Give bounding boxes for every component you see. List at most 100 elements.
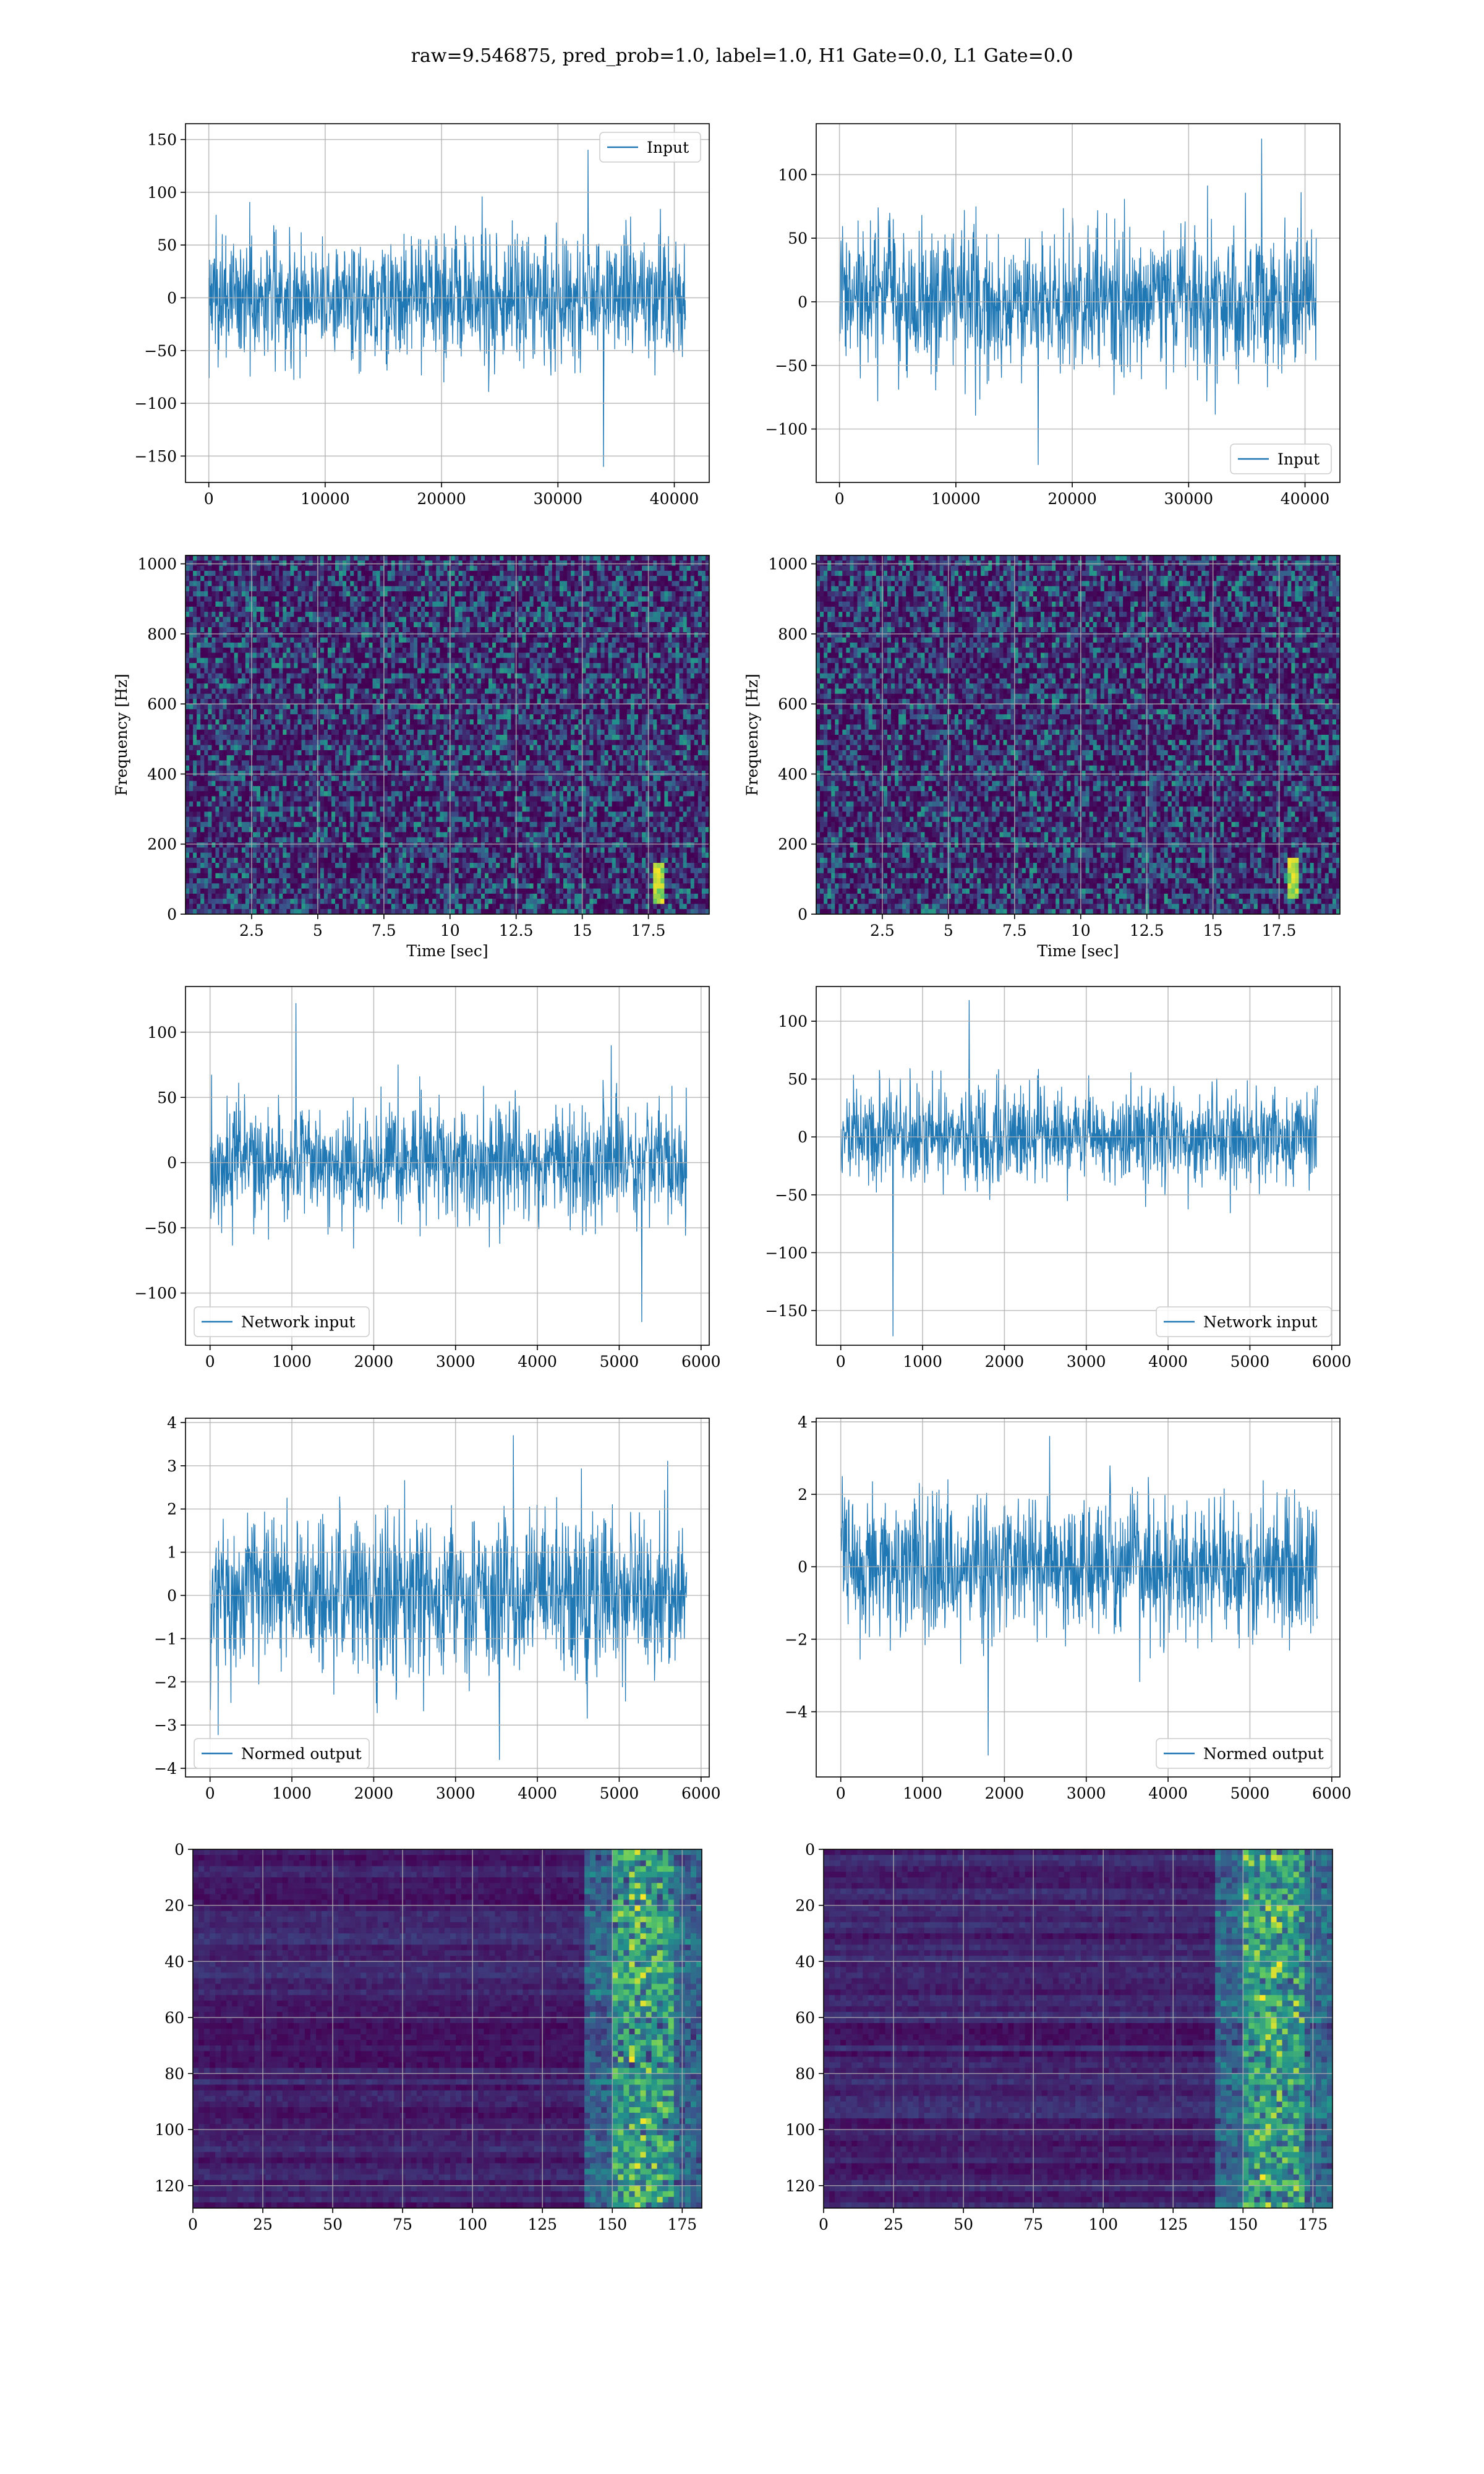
spectrogram-cell [226, 565, 231, 571]
spectrogram-cell [219, 740, 223, 746]
spectrogram-cell [193, 576, 197, 581]
spectrogram-cell [429, 904, 433, 910]
spectrogram-cell [290, 709, 294, 715]
spectrogram-cell [294, 785, 298, 792]
spectrogram-cell [398, 565, 403, 571]
spectrogram-cell [237, 796, 242, 802]
spectrogram-cell [197, 565, 201, 571]
spectrogram-cell [305, 657, 310, 664]
spectrogram-cell [376, 821, 381, 828]
spectrogram-cell [237, 637, 242, 643]
x-tick-label: 20000 [417, 490, 466, 508]
spectrogram-cell [327, 816, 332, 823]
spectrogram-cell [200, 693, 205, 700]
spectrogram-cell [204, 719, 208, 725]
spectrogram-cell [376, 668, 381, 674]
spectrogram-cell [260, 555, 265, 561]
spectrogram-cell [260, 765, 265, 771]
spectrogram-cell [391, 776, 396, 782]
spectrogram-cell [383, 781, 388, 787]
spectrogram-cell [425, 760, 429, 766]
spectrogram-cell [391, 663, 396, 669]
spectrogram-cell [226, 576, 231, 581]
spectrogram-cell [339, 852, 343, 858]
spectrogram-cell [383, 745, 388, 751]
spectrogram-cell [402, 729, 407, 735]
spectrogram-cell [279, 570, 283, 576]
spectrogram-cell [443, 596, 448, 602]
spectrogram-cell [440, 785, 444, 792]
spectrogram-cell [260, 601, 265, 607]
spectrogram-cell [357, 909, 362, 914]
spectrogram-cell [387, 648, 392, 653]
spectrogram-cell [365, 807, 369, 812]
spectrogram-cell [286, 735, 291, 740]
spectrogram-cell [398, 740, 403, 746]
spectrogram-cell [234, 740, 239, 746]
spectrogram-cell [226, 760, 231, 766]
spectrogram-cell [402, 832, 407, 838]
spectrogram-cell [346, 663, 351, 669]
spectrogram-cell [369, 596, 373, 602]
spectrogram-cell [275, 627, 279, 633]
spectrogram-cell [365, 663, 369, 669]
spectrogram-cell [290, 586, 294, 592]
spectrogram-cell [394, 904, 399, 910]
spectrogram-cell [193, 852, 197, 858]
spectrogram-cell [260, 863, 265, 868]
spectrogram-cell [271, 570, 276, 576]
spectrogram-cell [425, 704, 429, 710]
spectrogram-cell [316, 893, 321, 899]
spectrogram-cell [443, 791, 448, 797]
spectrogram-cell [365, 857, 369, 863]
spectrogram-cell [372, 632, 377, 638]
spectrogram-cell [357, 627, 362, 633]
spectrogram-cell [264, 612, 268, 617]
spectrogram-cell [226, 591, 231, 597]
spectrogram-cell [290, 663, 294, 669]
spectrogram-cell [372, 555, 377, 561]
spectrogram-cell [372, 560, 377, 567]
spectrogram-cell [268, 653, 272, 659]
spectrogram-cell [264, 627, 268, 633]
spectrogram-cell [230, 632, 235, 638]
spectrogram-cell [354, 868, 358, 874]
spectrogram-cell [410, 821, 414, 828]
spectrogram-cell [234, 668, 239, 674]
spectrogram-cell [193, 617, 197, 623]
spectrogram-cell [197, 693, 201, 700]
spectrogram-cell [268, 668, 272, 674]
spectrogram-cell [343, 847, 347, 854]
spectrogram-cell [245, 745, 250, 751]
spectrogram-cell [331, 857, 336, 863]
spectrogram-cell [339, 735, 343, 740]
spectrogram-cell [432, 893, 437, 899]
spectrogram-cell [301, 765, 306, 771]
spectrogram-cell [365, 832, 369, 838]
spectrogram-cell [369, 581, 373, 587]
spectrogram-cell [320, 893, 325, 899]
spectrogram-cell [316, 683, 321, 689]
spectrogram-cell [443, 653, 448, 659]
spectrogram-cell [230, 555, 235, 561]
spectrogram-cell [309, 796, 313, 802]
spectrogram-cell [350, 878, 354, 884]
spectrogram-cell [339, 750, 343, 756]
spectrogram-cell [394, 617, 399, 623]
spectrogram-cell [252, 745, 257, 751]
spectrogram-cell [350, 565, 354, 571]
spectrogram-cell [316, 771, 321, 776]
spectrogram-cell [380, 771, 385, 776]
spectrogram-cell [275, 837, 279, 843]
spectrogram-cell [189, 781, 194, 787]
spectrogram-cell [215, 719, 220, 725]
spectrogram-cell [312, 904, 317, 910]
spectrogram-cell [383, 586, 388, 592]
spectrogram-cell [410, 591, 414, 597]
spectrogram-cell [268, 586, 272, 592]
spectrogram-cell [323, 785, 328, 792]
spectrogram-cell [387, 612, 392, 617]
spectrogram-cell [414, 724, 418, 730]
spectrogram-cell [197, 704, 201, 710]
spectrogram-cell [406, 627, 411, 633]
